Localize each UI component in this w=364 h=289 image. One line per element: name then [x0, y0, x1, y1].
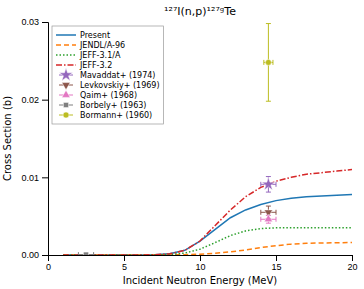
title: ¹²⁷I(n,p)¹²⁷ᵍTe — [164, 5, 236, 18]
legend: PresentJENDL/A-96JEFF-3.1/AJEFF-3.2Mavad… — [52, 26, 164, 124]
series-line — [63, 170, 352, 255]
legend-label: Levkovskiy+ (1969) — [80, 81, 160, 90]
legend-item: JEFF-3.1/A — [56, 51, 121, 60]
chart: 0 5 10 15 20 0.00 0.01 0.02 0.03 ¹²⁷I(n,p)¹²⁷ᵍTe I… — [0, 0, 364, 289]
y-axis: 0.00 0.01 0.02 0.03 — [21, 17, 48, 260]
tick-label: 0.02 — [21, 95, 39, 105]
legend-swatch — [56, 64, 76, 66]
legend-item: JENDL/A-96 — [56, 41, 125, 50]
x-error-bar — [264, 60, 273, 65]
tick-mark — [352, 255, 353, 261]
tick-label: 20 — [347, 262, 357, 272]
x-axis-title: Incident Neutron Energy (MeV) — [123, 275, 278, 286]
legend-label: Mavaddat+ (1974) — [80, 71, 155, 80]
legend-swatch — [63, 112, 69, 118]
legend-label: Qaim+ (1968) — [80, 91, 137, 100]
point — [262, 177, 275, 190]
legend-swatch — [62, 83, 70, 90]
legend-item: Mavaddat+ (1974) — [59, 68, 155, 81]
legend-label: Present — [80, 31, 110, 40]
legend-item: Qaim+ (1968) — [59, 90, 137, 100]
tick-mark — [200, 255, 201, 261]
point — [265, 59, 271, 65]
legend-label: Bormann+ (1960) — [80, 111, 152, 120]
series-line — [63, 194, 352, 255]
tick: 15 — [271, 255, 281, 272]
legend-item: JEFF-3.2 — [56, 61, 112, 70]
tick-mark — [276, 255, 277, 261]
tick: 0.00 — [21, 250, 48, 260]
legend-item: Present — [56, 31, 110, 40]
tick: 0.01 — [21, 173, 48, 183]
y-error-bar — [266, 24, 271, 102]
tick-label: 0 — [46, 262, 51, 272]
x-error-bar — [78, 252, 93, 255]
legend-swatch — [56, 44, 76, 46]
series-line — [63, 228, 352, 255]
legend-label: Borbely+ (1963) — [80, 101, 146, 110]
x-axis: 0 5 10 15 20 — [46, 255, 358, 272]
legend-swatch — [56, 54, 76, 56]
tick-label: 0.01 — [21, 173, 39, 183]
legend-item: Levkovskiy+ (1969) — [59, 81, 160, 90]
tick-label: 15 — [271, 262, 281, 272]
y-axis-title: Cross Section (b) — [2, 96, 13, 181]
legend-item: Bormann+ (1960) — [59, 111, 152, 120]
legend-swatch — [59, 68, 72, 81]
legend-box — [52, 26, 164, 124]
tick-label: 0.03 — [21, 17, 39, 27]
legend-swatch — [62, 90, 70, 97]
legend-label: JEFF-3.1/A — [79, 51, 121, 60]
tick-mark — [42, 255, 48, 256]
plot-area — [63, 24, 352, 255]
tick: 20 — [347, 255, 357, 272]
legend-swatch — [56, 34, 76, 36]
tick: 0.03 — [21, 17, 48, 27]
legend-label: JEFF-3.2 — [79, 61, 112, 70]
tick: 0.02 — [21, 95, 48, 105]
tick-label: 0.00 — [21, 250, 39, 260]
tick-mark — [42, 177, 48, 178]
tick-mark — [124, 255, 125, 261]
axis-line — [49, 256, 353, 262]
series-line — [63, 243, 352, 255]
tick-label: 5 — [122, 262, 127, 272]
point — [264, 214, 272, 221]
legend-swatch — [63, 102, 68, 107]
axis-line — [42, 23, 49, 256]
tick: 5 — [122, 255, 127, 272]
tick-label: 10 — [195, 262, 205, 272]
tick: 0 — [46, 255, 51, 272]
legend-item: Borbely+ (1963) — [59, 101, 146, 110]
tick: 10 — [195, 255, 205, 272]
point — [83, 252, 88, 255]
legend-label: JENDL/A-96 — [79, 41, 125, 50]
tick-mark — [42, 22, 48, 23]
tick-mark — [42, 100, 48, 101]
